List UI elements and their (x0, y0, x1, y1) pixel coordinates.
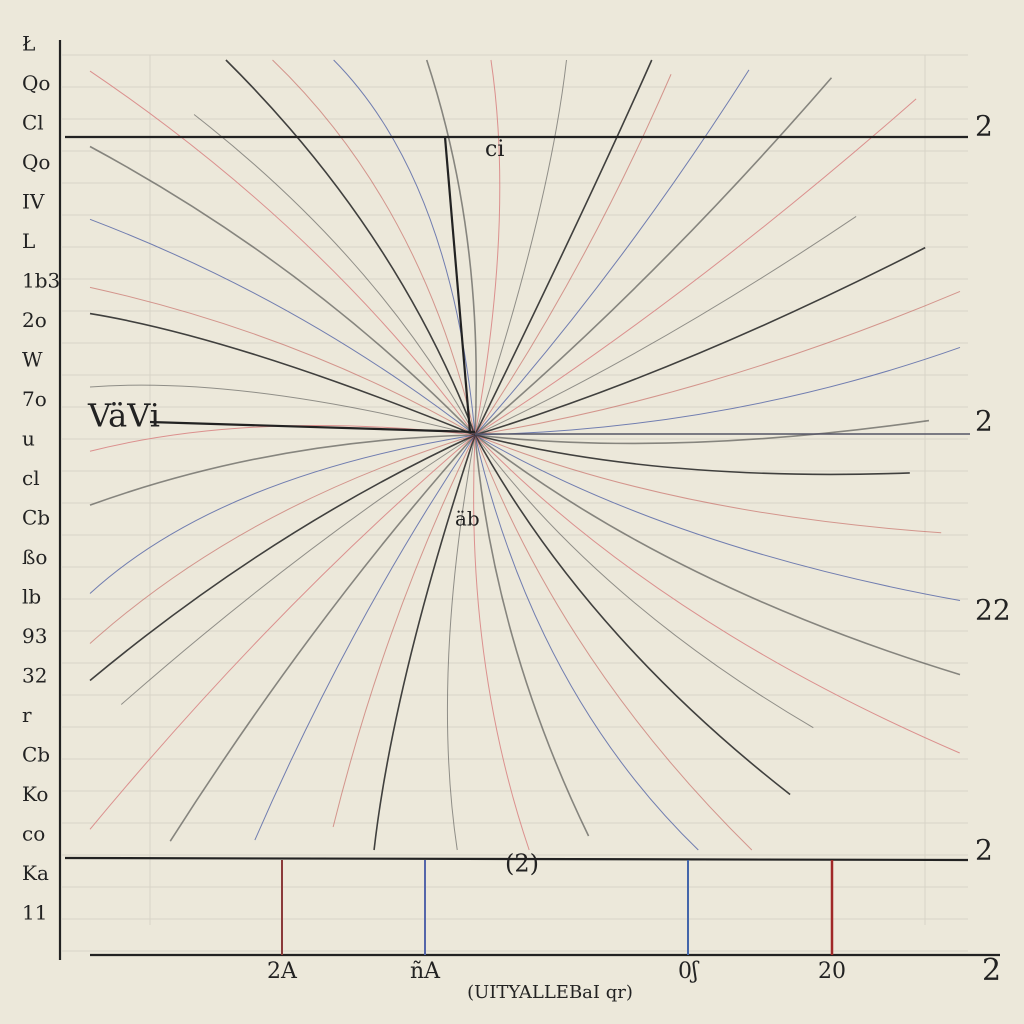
left-label: 2o (22, 308, 47, 332)
left-label: 11 (22, 901, 47, 925)
ray (474, 77, 833, 436)
ray (89, 434, 476, 506)
rays (89, 59, 961, 851)
ray (474, 434, 942, 534)
ray (254, 434, 476, 841)
ray (474, 59, 567, 436)
corner-label: 2 (982, 953, 1001, 988)
left-label: lb (22, 585, 41, 609)
ray (474, 434, 814, 729)
bottom-label: ñA (410, 959, 441, 984)
ray (120, 434, 476, 705)
ray (474, 216, 857, 436)
ray (333, 59, 476, 436)
ray (474, 419, 930, 445)
center-line-left (149, 420, 476, 434)
left-label: r (22, 703, 32, 727)
right-label: 2 (975, 110, 993, 143)
right-label: 22 (975, 594, 1011, 627)
ray (474, 98, 917, 436)
ray (474, 434, 791, 796)
drop-line (443, 136, 472, 433)
ray (193, 114, 476, 436)
ray (474, 434, 699, 851)
ray (169, 434, 476, 842)
center-below-label: äb (455, 507, 480, 531)
left-label: Cb (22, 506, 50, 530)
top-annotation: ci (485, 137, 504, 162)
left-label: L (22, 229, 35, 253)
ray (474, 434, 753, 851)
bottom-annotation: (2) (505, 850, 539, 878)
bottom-label: 2A (267, 959, 298, 984)
left-label: Cl (22, 111, 44, 135)
ray (446, 434, 476, 851)
ray (332, 434, 476, 828)
ray (473, 434, 530, 851)
ray (425, 59, 478, 436)
right-label: 2 (975, 405, 993, 438)
left-label: Ka (22, 861, 49, 885)
axis-title: (UITYALLEBaI qr) (467, 982, 633, 1003)
left-label: Ł (22, 32, 35, 56)
ray (474, 434, 910, 476)
right-label: 2 (975, 834, 993, 867)
ray (89, 434, 476, 594)
ray (272, 59, 476, 436)
ray (474, 69, 750, 436)
ray (89, 218, 476, 436)
left-label: IV (22, 190, 45, 214)
ray (89, 434, 476, 644)
ray (474, 246, 926, 436)
left-label: u (22, 427, 35, 451)
ray (474, 59, 653, 436)
left-label: 1b3 (22, 269, 60, 293)
left-label: cl (22, 466, 40, 490)
ray (474, 434, 960, 754)
ray (474, 434, 590, 837)
lower-line (64, 856, 969, 862)
bottom-label: 20 (818, 959, 846, 984)
ray (474, 59, 501, 436)
ray (89, 384, 476, 436)
left-label: 7o (22, 387, 47, 411)
bottom-label: 0ʃ (678, 959, 700, 984)
left-label: Qo (22, 71, 50, 95)
left-label: Ko (22, 782, 48, 806)
ray (474, 290, 961, 436)
left-label: co (22, 822, 45, 846)
ray (89, 286, 476, 436)
ray (474, 434, 961, 602)
ray (474, 346, 961, 436)
ray (89, 145, 476, 436)
left-label: 32 (22, 664, 47, 688)
ray (89, 312, 476, 436)
ray (89, 70, 476, 436)
ray (474, 434, 961, 676)
left-label: 93 (22, 624, 47, 648)
left-label: Qo (22, 150, 50, 174)
ray (89, 434, 476, 830)
ray (225, 59, 476, 436)
left-label: ßo (22, 545, 47, 569)
left-label: W (22, 348, 43, 372)
ray (373, 434, 476, 851)
ray (474, 74, 672, 436)
left-label: Cb (22, 743, 50, 767)
center-left-label: VäVi (87, 397, 160, 435)
ray (89, 434, 476, 682)
